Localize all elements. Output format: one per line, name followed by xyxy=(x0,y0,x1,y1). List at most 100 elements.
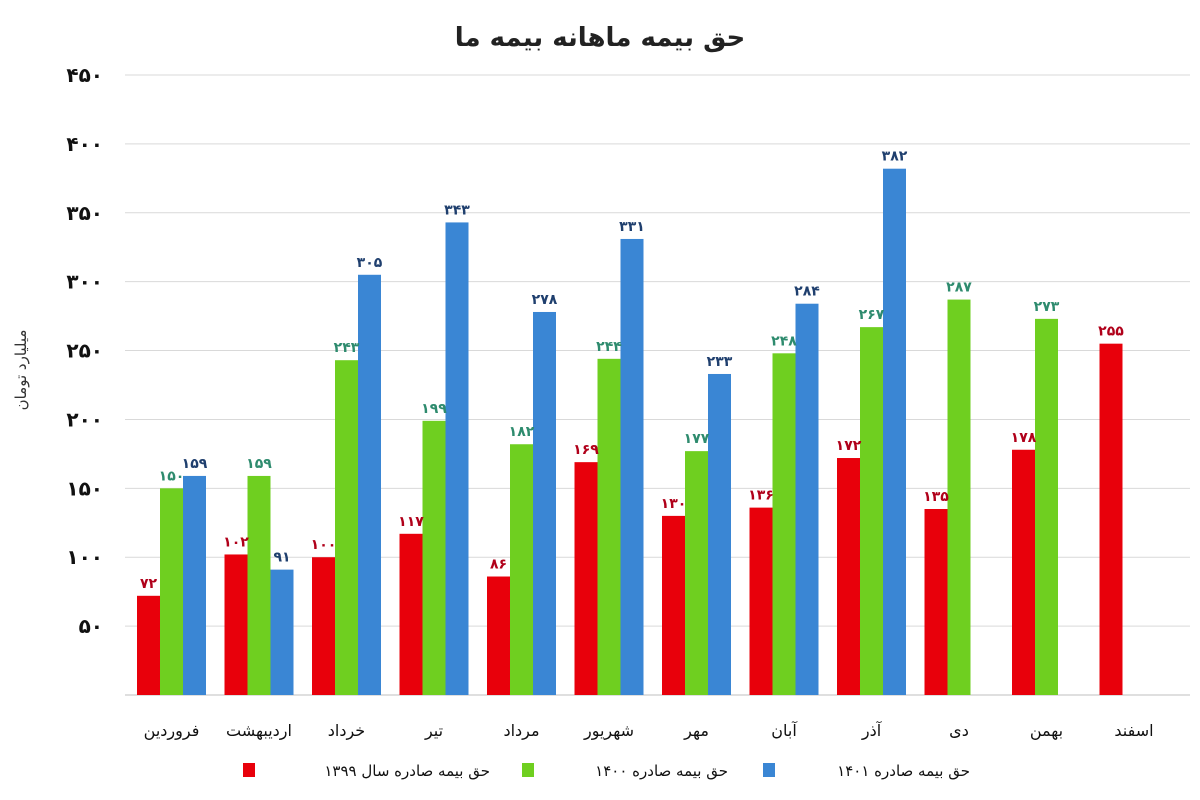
data-label: ۳۰۵ xyxy=(357,255,383,271)
bar xyxy=(312,557,335,695)
data-label: ۱۷۸ xyxy=(1011,430,1037,446)
data-label: ۸۶ xyxy=(490,557,507,573)
data-label: ۱۰۲ xyxy=(223,534,249,550)
y-tick-label: ۳۰۰ xyxy=(66,270,103,294)
y-tick-label: ۲۵۰ xyxy=(66,339,103,363)
data-label: ۱۵۹ xyxy=(182,456,208,472)
data-label: ۹۱ xyxy=(273,550,290,566)
x-tick-label: اسفند xyxy=(1114,721,1153,740)
x-axis-ticks: فروردین اردیبهشت خرداد تیر مرداد شهریور مهر آبا… xyxy=(144,721,1154,741)
data-label: ۳۳۱ xyxy=(619,219,645,235)
data-label: ۱۱۷ xyxy=(398,514,424,530)
bar xyxy=(160,488,183,695)
y-axis-label: میلیارد تومان xyxy=(12,330,30,411)
bar xyxy=(422,420,446,695)
bar xyxy=(924,509,948,695)
data-labels: ۷۲۱۵۰۱۵۹۱۰۲۱۵۹۹۱۱۰۰۲۴۳۳۰۵۱۱۷۱۹۹۳۴۳۸۶۱۸۲۲… xyxy=(140,149,1124,592)
x-tick-label: اردیبهشت xyxy=(226,721,292,741)
y-tick-label: ۱۵۰ xyxy=(66,476,103,500)
data-label: ۲۴۴ xyxy=(596,339,622,355)
bar xyxy=(685,451,708,695)
data-label: ۱۳۶ xyxy=(748,488,774,504)
bar xyxy=(620,238,644,695)
legend-swatch xyxy=(522,763,534,777)
data-label: ۱۳۵ xyxy=(923,489,949,505)
data-label: ۲۶۷ xyxy=(859,307,885,323)
bar xyxy=(1035,318,1058,695)
bar xyxy=(1099,343,1123,695)
data-label: ۱۰۰ xyxy=(311,537,337,553)
bar xyxy=(270,569,294,695)
bar xyxy=(772,353,796,695)
x-tick-label: بهمن xyxy=(1030,721,1063,741)
y-tick-label: ۳۵۰ xyxy=(66,201,103,225)
x-tick-label: آبان xyxy=(771,721,798,740)
data-label: ۲۵۵ xyxy=(1098,324,1124,340)
data-label: ۲۴۳ xyxy=(334,340,360,356)
data-label: ۱۵۰ xyxy=(159,468,185,484)
bar xyxy=(749,507,773,695)
data-label: ۷۲ xyxy=(140,576,158,592)
y-tick-label: ۱۰۰ xyxy=(66,545,103,569)
legend-swatch xyxy=(763,763,775,777)
data-label: ۲۳۳ xyxy=(707,354,733,370)
data-label: ۱۸۲ xyxy=(509,424,535,440)
y-tick-label: ۵۰ xyxy=(79,614,103,638)
legend-swatch xyxy=(243,763,255,777)
data-label: ۲۸۴ xyxy=(794,284,820,300)
x-tick-label: شهریور xyxy=(583,721,634,741)
legend-label: حق بیمه صادره ۱۴۰۱ xyxy=(837,762,970,780)
y-tick-label: ۴۵۰ xyxy=(66,63,103,87)
x-tick-label: فروردین xyxy=(144,721,200,741)
x-tick-label: مهر xyxy=(683,721,709,741)
y-tick-label: ۴۰۰ xyxy=(66,132,103,156)
bar xyxy=(335,360,358,695)
bar xyxy=(883,168,906,695)
data-label: ۱۷۷ xyxy=(684,431,710,447)
legend-label: حق بیمه صادره سال ۱۳۹۹ xyxy=(324,762,490,780)
data-label: ۱۳۰ xyxy=(661,496,687,512)
bar xyxy=(708,373,731,695)
bars xyxy=(137,168,1123,695)
legend: حق بیمه صادره سال ۱۳۹۹ حق بیمه صادره ۱۴۰۰… xyxy=(243,762,970,780)
data-label: ۳۴۳ xyxy=(444,202,470,218)
bar xyxy=(860,327,883,695)
bar xyxy=(445,222,469,695)
bar xyxy=(1012,449,1035,695)
y-axis-ticks: ۵۰ ۱۰۰ ۱۵۰ ۲۰۰ ۲۵۰ ۳۰۰ ۳۵۰ ۴۰۰ ۴۵۰ xyxy=(66,63,103,638)
bar xyxy=(574,462,598,695)
chart-title: حق بیمه ماهانه بیمه ما xyxy=(455,23,746,53)
data-label: ۱۷۲ xyxy=(836,438,862,454)
x-tick-label: دی xyxy=(949,721,969,740)
data-label: ۲۷۸ xyxy=(532,292,558,308)
data-label: ۱۵۹ xyxy=(246,456,272,472)
data-label: ۱۹۹ xyxy=(421,401,447,417)
bar xyxy=(510,444,533,695)
x-tick-label: آذر xyxy=(861,721,883,741)
bar xyxy=(947,299,971,695)
bar xyxy=(487,576,510,695)
bar xyxy=(795,303,819,695)
x-tick-label: مرداد xyxy=(503,721,539,741)
x-tick-label: خرداد xyxy=(328,721,365,741)
bar xyxy=(183,475,206,695)
bar xyxy=(533,311,556,695)
bar xyxy=(137,595,160,695)
data-label: ۱۶۹ xyxy=(573,442,599,458)
x-tick-label: تیر xyxy=(424,721,443,741)
legend-label: حق بیمه صادره ۱۴۰۰ xyxy=(595,762,728,780)
bar xyxy=(662,515,685,695)
bar xyxy=(358,274,381,695)
data-label: ۲۸۷ xyxy=(946,280,972,296)
bar xyxy=(224,554,248,695)
bar xyxy=(837,458,860,695)
bar xyxy=(247,475,271,695)
data-label: ۳۸۲ xyxy=(882,149,908,165)
y-tick-label: ۲۰۰ xyxy=(66,407,103,431)
data-label: ۲۷۳ xyxy=(1034,299,1060,315)
bar xyxy=(399,533,423,695)
bar xyxy=(597,358,621,695)
data-label: ۲۴۸ xyxy=(771,333,797,349)
